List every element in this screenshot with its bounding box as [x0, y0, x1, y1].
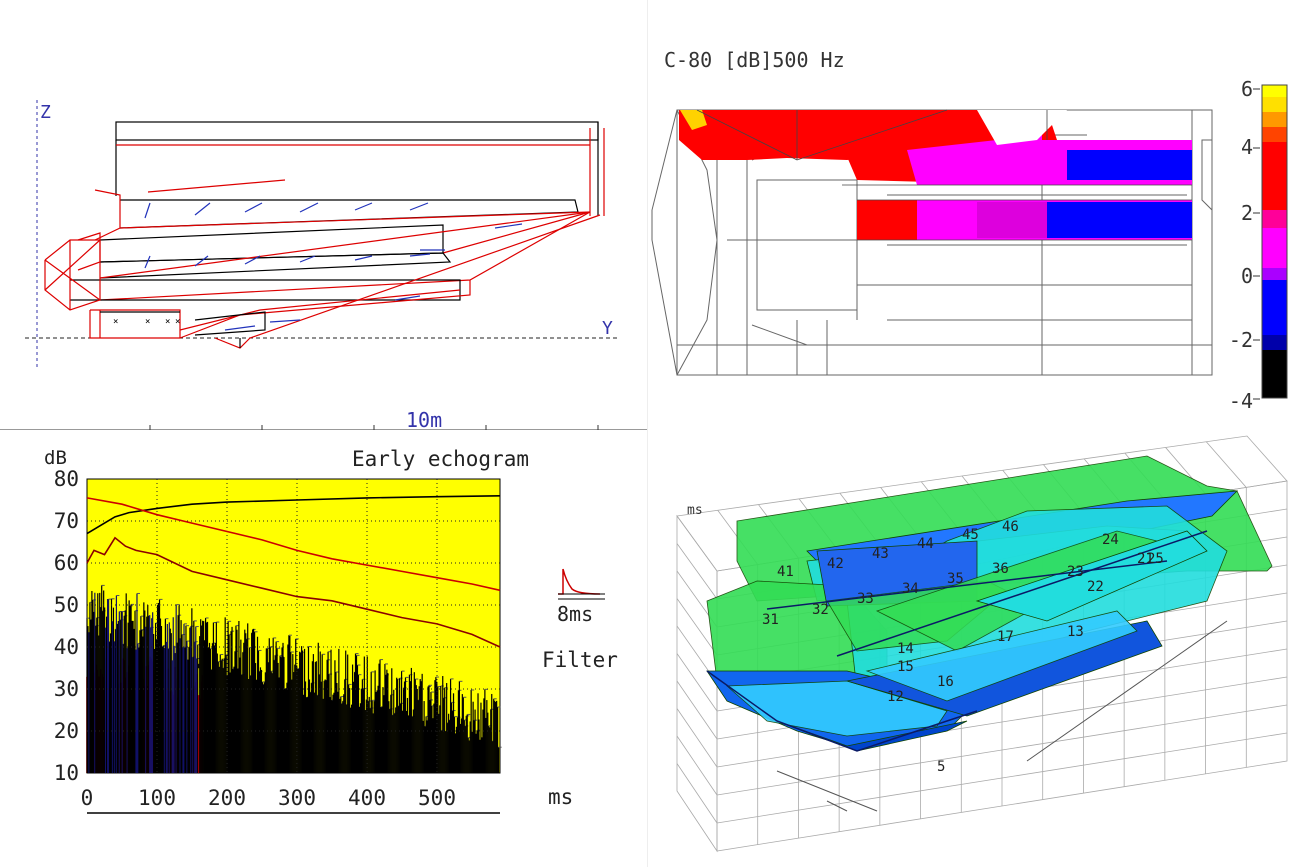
z-axis-label: Z — [40, 102, 51, 123]
stage-house-red — [116, 128, 605, 216]
seat-markers: × × × × — [113, 317, 180, 327]
zone-number: 16 — [937, 674, 954, 690]
zone-number: 22 — [1087, 579, 1104, 595]
dark-edges — [706, 530, 1208, 752]
y-tick-label: 40 — [54, 635, 79, 659]
x-tick-labels: 0 100 200 300 400 500 — [81, 786, 456, 810]
echo-spikes — [86, 584, 502, 773]
series-line-2 — [86, 497, 501, 592]
y-axis-label: Y — [602, 318, 613, 339]
y-tick-label: 60 — [54, 551, 79, 575]
zone-number: 12 — [887, 689, 904, 705]
series-lines — [86, 495, 501, 648]
colorbar — [1261, 84, 1288, 399]
filter-value: 8ms — [557, 602, 593, 626]
zone-number: 43 — [872, 546, 889, 562]
zone-number: 5 — [937, 759, 945, 775]
series-line-1 — [86, 495, 501, 535]
zone-number: 41 — [777, 564, 794, 580]
stage-house — [115, 121, 599, 216]
axis-label-3d: ms — [687, 503, 703, 518]
zone-number: 33 — [857, 591, 874, 607]
zone-number: 44 — [917, 536, 934, 552]
x-unit-label: ms — [548, 785, 573, 809]
zone-number: 17 — [997, 629, 1014, 645]
x-tick-label: 300 — [278, 786, 316, 810]
svg-text:×: × — [175, 317, 180, 327]
balconies — [44, 189, 601, 349]
zone-number: 21 — [1137, 551, 1154, 567]
zone-number: 42 — [827, 556, 844, 572]
zone-number: 34 — [902, 581, 919, 597]
zone-number: 36 — [992, 561, 1009, 577]
x-tick-label: 400 — [348, 786, 386, 810]
y-tick-label: 10 — [54, 761, 79, 785]
zone-number: 15 — [897, 659, 914, 675]
colorbar-tick-0: 0 — [1241, 264, 1253, 288]
svg-text:×: × — [165, 317, 170, 327]
y-tick-labels: 80 70 60 50 40 30 20 10 — [54, 467, 79, 785]
colorbar-tick-m2: -2 — [1229, 328, 1253, 352]
filter-label: Filter — [542, 648, 618, 672]
y-tick-label: 70 — [54, 509, 79, 533]
y-tick-label: 80 — [54, 467, 79, 491]
zone-number: 23 — [1067, 564, 1084, 580]
zone-number: 13 — [1067, 624, 1084, 640]
zone-number: 14 — [897, 641, 914, 657]
y-tick-label: 20 — [54, 719, 79, 743]
section-view: Z Y × × × × — [0, 100, 647, 430]
series-line-3 — [86, 536, 501, 648]
grid — [87, 479, 500, 773]
colorbar-ticks: 6 4 2 0 -2 -4 — [1229, 77, 1253, 413]
zone-number: 24 — [1102, 532, 1119, 548]
scale-label: 10m — [406, 408, 442, 430]
zone-number: 45 — [962, 527, 979, 543]
colorbar-tick-6: 6 — [1241, 77, 1253, 101]
x-tick-label: 0 — [81, 786, 94, 810]
zone-number: 31 — [762, 612, 779, 628]
filter-icon — [558, 568, 605, 600]
reflection-arrows — [144, 202, 523, 331]
c80-map: C-80 [dB]500 Hz — [651, 48, 1288, 413]
y-unit-label: dB — [44, 447, 67, 469]
svg-text:×: × — [145, 317, 150, 327]
map-title: C-80 [dB]500 Hz — [664, 48, 845, 72]
zone-number: 32 — [812, 602, 829, 618]
zone-number: 46 — [1002, 519, 1019, 535]
panel-divider — [647, 0, 648, 867]
c80-patches — [679, 110, 1192, 240]
echogram-chart: Early echogram dB ms 80 70 60 50 40 30 20 10 0 1… — [44, 447, 618, 814]
y-tick-label: 50 — [54, 593, 79, 617]
x-tick-label: 100 — [138, 786, 176, 810]
svg-text:×: × — [113, 317, 118, 327]
colorbar-tick-2: 2 — [1241, 201, 1253, 225]
zone-number: 25 — [1147, 551, 1164, 567]
y-tick-label: 30 — [54, 677, 79, 701]
zone-number: 35 — [947, 571, 964, 587]
echogram-title: Early echogram — [352, 447, 529, 471]
x-tick-label: 200 — [208, 786, 246, 810]
colorbar-tick-m4: -4 — [1229, 389, 1253, 413]
x-tick-label: 500 — [418, 786, 456, 810]
colorbar-tick-4: 4 — [1241, 135, 1253, 159]
